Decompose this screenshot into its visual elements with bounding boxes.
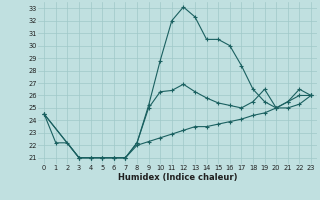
X-axis label: Humidex (Indice chaleur): Humidex (Indice chaleur) (118, 173, 237, 182)
